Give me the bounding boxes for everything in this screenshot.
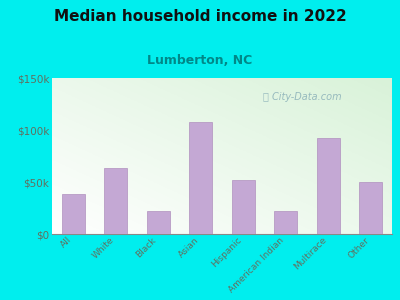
- Bar: [316, 138, 340, 234]
- Bar: [62, 194, 85, 234]
- Text: Lumberton, NC: Lumberton, NC: [147, 54, 253, 67]
- Bar: [146, 211, 170, 234]
- Text: Median household income in 2022: Median household income in 2022: [54, 9, 346, 24]
- Bar: [189, 122, 212, 234]
- Bar: [359, 182, 382, 234]
- Bar: [232, 180, 255, 234]
- Text: ⓘ City-Data.com: ⓘ City-Data.com: [263, 92, 342, 102]
- Bar: [104, 169, 128, 234]
- Bar: [274, 211, 298, 234]
